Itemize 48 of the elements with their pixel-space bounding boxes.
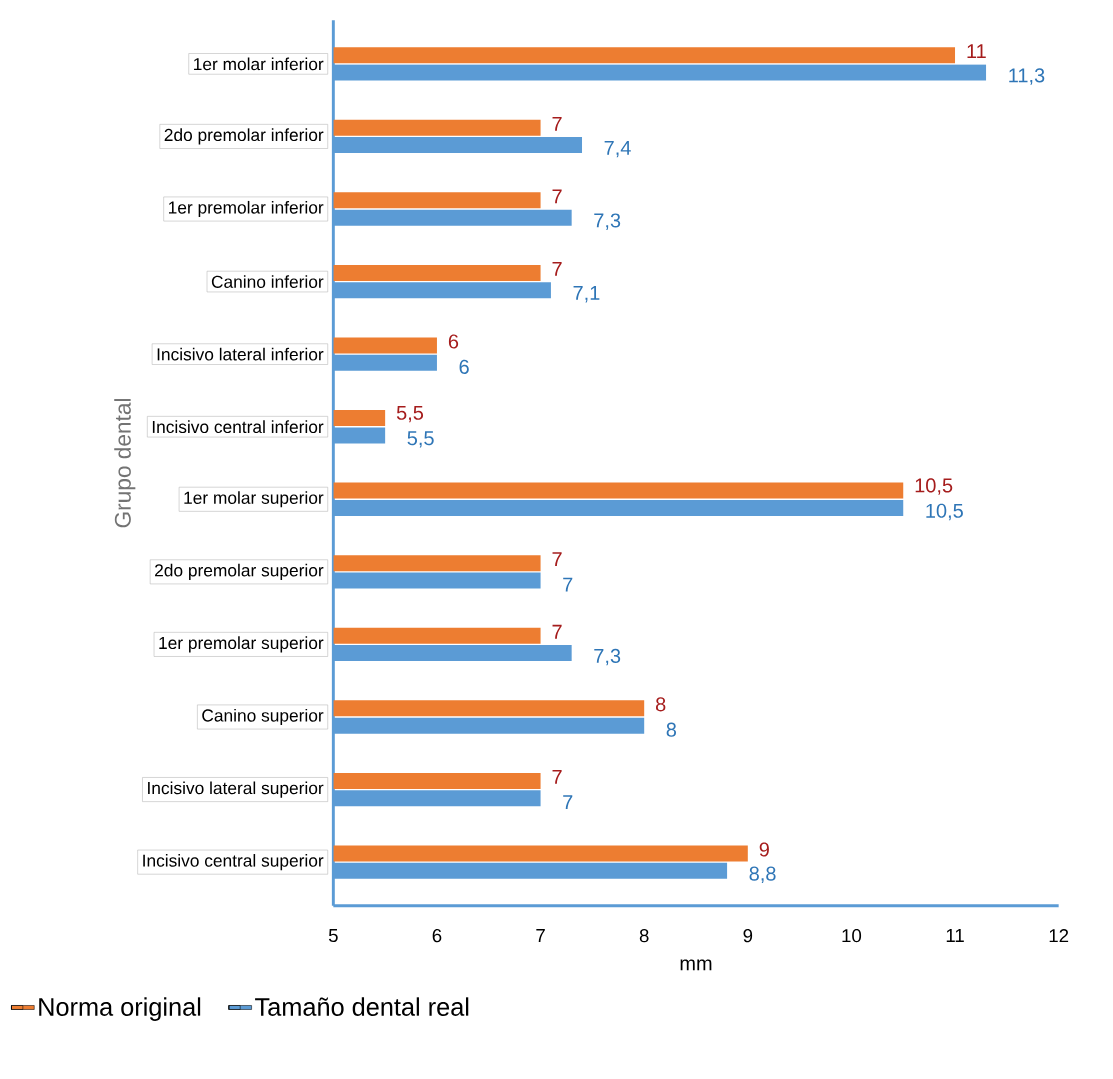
data-label: 6 <box>459 359 469 374</box>
y-tick-label: 2do premolar inferior <box>164 128 324 145</box>
data-label: 7,1 <box>573 286 600 303</box>
legend-label: Tamaño dental real <box>255 997 469 1016</box>
y-tick-label: 2do premolar superior <box>155 563 324 580</box>
y-tick-label: Incisivo lateral inferior <box>157 347 324 361</box>
x-tick-label: 5 <box>328 929 338 943</box>
legend-label: Norma original <box>39 997 201 1021</box>
data-label: 7 <box>552 189 562 204</box>
data-label: 11,3 <box>1009 68 1045 85</box>
data-label: 9 <box>759 842 769 857</box>
data-label: 5,5 <box>396 405 424 423</box>
data-label: 7 <box>552 624 562 639</box>
y-tick-label: Incisivo central superior <box>143 854 324 871</box>
data-label: 10,5 <box>926 503 963 521</box>
x-axis-title: mm <box>680 959 712 971</box>
data-label: 8 <box>666 722 677 737</box>
x-tick-label: 7 <box>536 929 545 942</box>
data-label: 7 <box>563 795 573 810</box>
data-label: 6 <box>448 334 459 349</box>
y-tick-label: Incisivo lateral superior <box>148 781 324 798</box>
data-label: 7,4 <box>604 140 631 158</box>
x-tick-label: 12 <box>1049 929 1069 943</box>
data-label: 8,8 <box>749 866 776 884</box>
y-tick-label: 1er molar inferior <box>194 57 324 71</box>
data-label: 10,5 <box>915 478 953 495</box>
data-label: 7 <box>563 577 573 592</box>
y-tick-label: 1er premolar superior <box>159 636 324 653</box>
data-label: 7,3 <box>594 648 621 666</box>
y-tick-label: 1er molar superior <box>184 491 324 508</box>
x-tick-label: 6 <box>432 929 442 943</box>
x-tick-label: 9 <box>743 929 753 943</box>
data-label: 5,5 <box>407 431 434 448</box>
data-label: 7 <box>552 262 562 276</box>
x-tick-label: 11 <box>946 929 964 942</box>
y-tick-label: Canino inferior <box>211 275 324 288</box>
y-tick-label: Incisivo central inferior <box>152 420 324 434</box>
data-label: 7 <box>552 116 562 131</box>
x-tick-label: 10 <box>842 929 862 943</box>
data-label: 7 <box>552 770 562 784</box>
data-label: 8 <box>656 697 666 712</box>
x-tick-label: 8 <box>639 929 649 943</box>
data-label: 7,3 <box>594 213 621 230</box>
data-label: 11 <box>967 44 986 59</box>
y-axis-title: Grupo dental <box>114 399 136 528</box>
y-tick-label: Canino superior <box>202 708 324 726</box>
y-tick-label: 1er premolar inferior <box>168 200 324 218</box>
data-label: 7 <box>552 552 562 567</box>
